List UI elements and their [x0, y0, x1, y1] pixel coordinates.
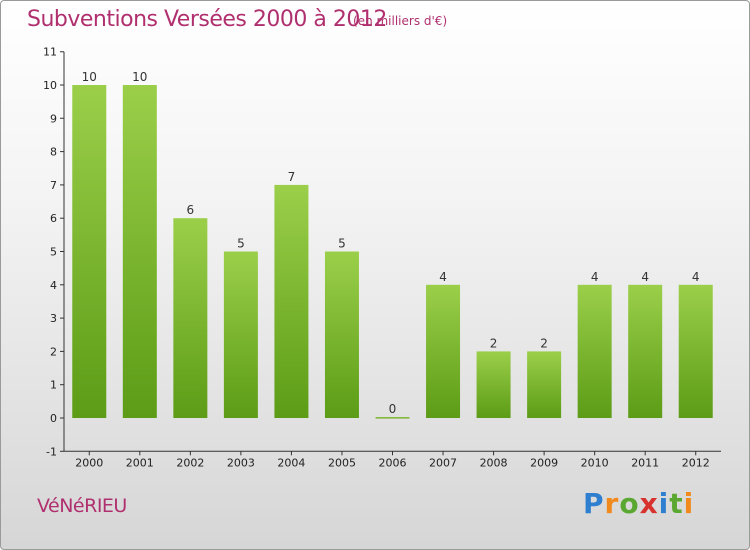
bar-value-label: 4 [591, 270, 599, 284]
brand-letter: o [619, 487, 640, 520]
bar [577, 284, 612, 418]
y-tick-label: -1 [46, 445, 57, 458]
bar-value-label: 10 [132, 70, 147, 84]
x-tick-label: 2012 [682, 456, 710, 469]
x-tick-label: 2011 [631, 456, 659, 469]
bar [678, 284, 713, 418]
brand-letter: i [658, 487, 670, 520]
chart-subtitle: (en milliers d'€) [353, 14, 448, 28]
bar-value-label: 5 [237, 237, 245, 251]
x-tick-label: 2007 [429, 456, 457, 469]
x-tick-label: 2002 [176, 456, 204, 469]
brand-letter: i [683, 487, 695, 520]
y-tick-label: 7 [50, 179, 57, 192]
x-tick-label: 2008 [480, 456, 508, 469]
y-tick-label: 4 [50, 279, 57, 292]
x-tick-label: 2000 [75, 456, 103, 469]
brand-letter: r [604, 487, 620, 520]
bar-value-label: 4 [692, 270, 700, 284]
bar-value-label: 0 [389, 402, 397, 416]
bar [628, 284, 663, 418]
bar [375, 417, 410, 419]
y-tick-label: 6 [50, 212, 57, 225]
bar-value-label: 5 [338, 237, 346, 251]
brand-letter: t [669, 487, 684, 520]
x-tick-label: 2005 [328, 456, 356, 469]
x-tick-label: 2006 [379, 456, 407, 469]
y-tick-label: 11 [43, 46, 57, 59]
bar [122, 85, 157, 418]
y-tick-label: 2 [50, 345, 57, 358]
brand-letter: x [639, 487, 659, 520]
bar-value-label: 2 [490, 336, 498, 350]
bar-value-label: 10 [82, 70, 97, 84]
brand-letter: P [583, 487, 605, 520]
bar-value-label: 4 [641, 270, 649, 284]
bar [223, 251, 258, 418]
x-tick-label: 2001 [126, 456, 154, 469]
y-tick-label: 0 [50, 412, 57, 425]
chart-title: Subventions Versées 2000 à 2012 [27, 7, 387, 32]
bar [324, 251, 359, 418]
x-tick-label: 2010 [581, 456, 609, 469]
bar-value-label: 6 [187, 203, 195, 217]
bar [173, 218, 208, 418]
bar [426, 284, 461, 418]
x-tick-label: 2003 [227, 456, 255, 469]
bar [72, 85, 107, 418]
y-tick-label: 8 [50, 146, 57, 159]
brand-logo: Proxiti [583, 487, 694, 520]
bar [274, 184, 309, 418]
bar-value-label: 2 [540, 336, 548, 350]
bar-value-label: 4 [439, 270, 447, 284]
y-tick-label: 1 [50, 379, 57, 392]
y-tick-label: 5 [50, 246, 57, 259]
x-tick-label: 2009 [530, 456, 558, 469]
bar [476, 351, 511, 418]
place-name: VéNéRIEU [37, 495, 127, 517]
y-tick-label: 3 [50, 312, 57, 325]
x-tick-label: 2004 [277, 456, 305, 469]
bar-value-label: 7 [288, 170, 296, 184]
bar [527, 351, 562, 418]
y-tick-label: 9 [50, 112, 57, 125]
y-tick-label: 10 [43, 79, 57, 92]
